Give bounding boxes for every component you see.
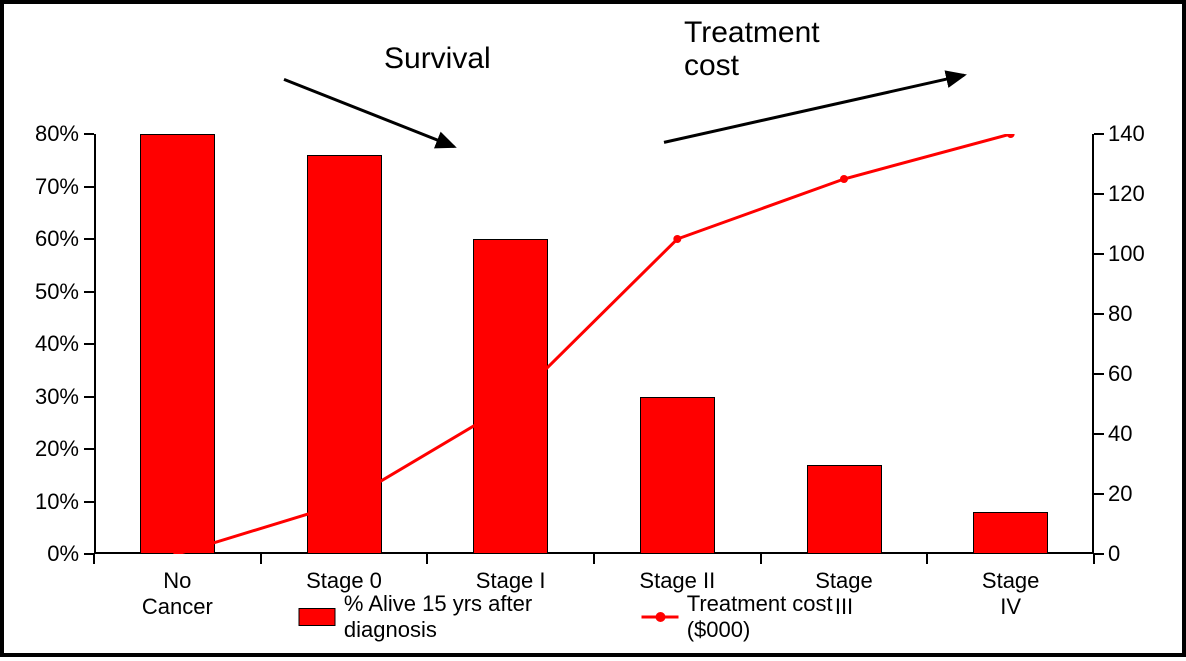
legend-line-swatch [641,608,678,626]
bar [807,465,882,554]
y-left-label: 20% [29,436,79,462]
y-right-tick [1094,553,1104,555]
y-left-tick [84,448,94,450]
y-right-label: 120 [1108,181,1145,207]
bar [640,397,715,555]
x-tick [926,554,928,564]
y-right-tick [1094,433,1104,435]
line-series [177,134,1010,554]
y-right-tick [1094,193,1104,195]
annotation-text: Treatment cost [684,16,820,82]
legend-item-bar: % Alive 15 yrs after diagnosis [299,591,612,643]
x-tick [260,554,262,564]
x-tick [760,554,762,564]
y-axis-left [94,134,96,554]
line-marker [1007,134,1015,138]
line-marker [673,235,681,243]
x-tick [593,554,595,564]
chart-container: 0% 10% 20% 30% 40% 50% 60% 70% 80% 0 20 40 60 80 100 12… [0,0,1186,657]
y-right-label: 140 [1108,121,1145,147]
bar [307,155,382,554]
y-left-tick [84,396,94,398]
x-category-label: No Cancer [142,568,213,621]
bar [473,239,548,554]
y-right-label: 80 [1108,301,1132,327]
x-category-label: Stage IV [982,568,1040,621]
legend-item-line: Treatment cost ($000) [641,591,887,643]
y-left-label: 70% [29,174,79,200]
y-left-label: 60% [29,226,79,252]
y-right-tick [1094,373,1104,375]
y-right-label: 60 [1108,361,1132,387]
y-left-tick [84,133,94,135]
line-marker [840,175,848,183]
line-overlay [94,134,1094,554]
y-left-label: 80% [29,121,79,147]
legend-bar-swatch [299,608,336,626]
y-left-tick [84,343,94,345]
y-right-tick [1094,493,1104,495]
annotation-arrow [664,75,964,142]
bar [140,134,215,554]
y-left-label: 0% [29,541,79,567]
y-left-tick [84,238,94,240]
annotation-text: Survival [384,42,491,75]
y-left-tick [84,186,94,188]
y-left-label: 30% [29,384,79,410]
y-right-tick [1094,133,1104,135]
y-right-label: 40 [1108,421,1132,447]
legend: % Alive 15 yrs after diagnosis Treatment… [299,591,888,643]
x-tick [93,554,95,564]
y-right-label: 100 [1108,241,1145,267]
y-left-label: 40% [29,331,79,357]
plot-area: 0%10%20%30%40%50%60%70%80%02040608010012… [94,134,1094,554]
bar [973,512,1048,554]
y-left-label: 10% [29,489,79,515]
y-right-tick [1094,253,1104,255]
x-tick [1093,554,1095,564]
y-right-label: 0 [1108,541,1120,567]
y-right-label: 20 [1108,481,1132,507]
y-left-tick [84,291,94,293]
legend-line-label: Treatment cost ($000) [687,591,888,643]
x-tick [426,554,428,564]
y-left-label: 50% [29,279,79,305]
legend-bar-label: % Alive 15 yrs after diagnosis [344,591,612,643]
y-left-tick [84,501,94,503]
y-right-tick [1094,313,1104,315]
y-axis-right [1092,134,1094,554]
